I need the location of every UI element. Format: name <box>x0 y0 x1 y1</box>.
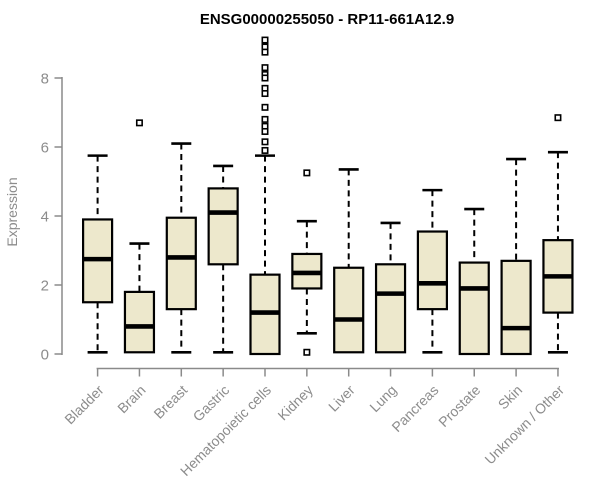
box-rect <box>458 261 490 356</box>
y-tick-label: 6 <box>41 140 49 157</box>
box-group-bladder <box>81 154 114 354</box>
y-tick-label: 8 <box>41 71 49 88</box>
x-tick-label-unknown-other: Unknown / Other <box>481 382 567 468</box>
x-tick-label-kidney: Kidney <box>274 382 316 424</box>
box-group-liver <box>333 168 365 354</box>
x-tick-label-pancreas: Pancreas <box>388 382 441 435</box>
box-rect <box>333 266 365 354</box>
box-group-lung <box>374 221 407 354</box>
box-group-skin <box>500 157 532 356</box>
box-group-kidney <box>291 169 323 356</box>
outlier-point <box>261 115 269 123</box>
chart-title: ENSG00000255050 - RP11-661A12.9 <box>200 11 454 28</box>
box-rect <box>165 216 197 311</box>
box-rect <box>500 259 532 356</box>
y-tick-label: 2 <box>41 278 49 295</box>
box-group-hematopoietic-cells <box>249 36 281 356</box>
box-group-brain <box>123 119 156 354</box>
outlier-point <box>303 348 311 356</box>
outlier-point <box>261 127 269 135</box>
outlier-point <box>261 103 269 111</box>
x-tick-label-brain: Brain <box>114 382 148 416</box>
box-rect <box>207 187 239 266</box>
box-group-unknown-other <box>542 114 574 354</box>
outlier-point <box>261 138 269 146</box>
outlier-point <box>261 74 269 82</box>
box-rect <box>374 263 407 354</box>
box-group-pancreas <box>416 188 448 354</box>
outlier-point <box>261 64 269 72</box>
y-tick-label: 4 <box>41 209 49 226</box>
box-rect <box>416 230 448 311</box>
x-tick-label-breast: Breast <box>150 382 190 422</box>
x-tick-label-lung: Lung <box>366 382 399 415</box>
outlier-point <box>303 169 311 177</box>
outlier-point <box>261 36 269 44</box>
outlier-point <box>554 114 562 122</box>
y-axis-title: Expression <box>4 177 20 246</box>
x-tick-label-skin: Skin <box>495 382 526 413</box>
x-tick-label-bladder: Bladder <box>61 382 107 428</box>
box-group-prostate <box>458 207 490 356</box>
box-group-breast <box>165 142 197 354</box>
box-group-gastric <box>207 164 239 354</box>
outlier-point <box>261 146 269 154</box>
outlier-point <box>261 48 269 56</box>
y-tick-label: 0 <box>41 347 49 364</box>
outlier-point <box>261 90 269 98</box>
x-tick-label-liver: Liver <box>325 382 358 415</box>
box-rect <box>123 290 156 354</box>
x-tick-label-prostate: Prostate <box>435 382 483 430</box>
outlier-point <box>135 119 143 127</box>
